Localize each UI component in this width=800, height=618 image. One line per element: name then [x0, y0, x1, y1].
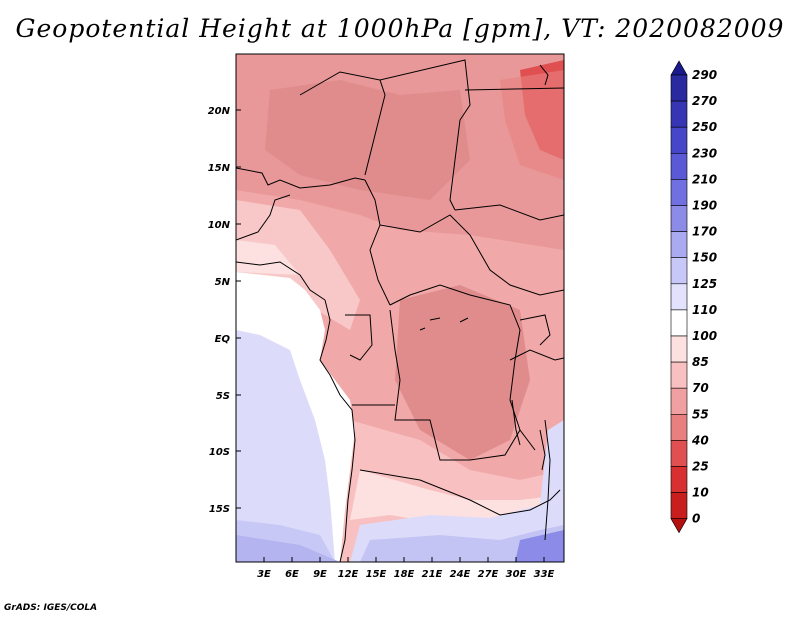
colorbar-swatch [670, 231, 688, 259]
border-lakes [509, 349, 564, 361]
colorbar-swatch [670, 205, 688, 232]
colorbar-label: 100 [692, 329, 717, 343]
colorbar-label: 40 [691, 433, 709, 447]
colorbar-swatch [670, 335, 688, 363]
field-west-pale [236, 240, 300, 275]
lon-label-21e: 21E [422, 569, 443, 580]
colorbar-swatch [670, 413, 688, 441]
colorbar-swatch [670, 309, 688, 337]
colorbar-swatch [670, 74, 688, 102]
border-drc-south [389, 309, 521, 461]
lat-axis: 20N 15N 10N 5N EQ 5S 10S 15S [208, 106, 241, 515]
map-field [236, 54, 564, 562]
border-car [379, 214, 564, 296]
lat-label-eq: EQ [215, 334, 231, 345]
colorbar-label: 10 [692, 486, 709, 500]
field-sahara [265, 80, 470, 200]
border-mozambique [544, 419, 551, 541]
coast-guinea [236, 261, 326, 301]
ocean-blue [236, 330, 335, 562]
lat-label-20n: 20N [208, 106, 231, 117]
colorbar-label: 0 [692, 512, 700, 526]
boundaries [236, 59, 564, 562]
colorbar-label: 25 [692, 460, 709, 474]
ocean-blue-deeper [236, 535, 340, 562]
lat-label-15s: 15S [209, 504, 230, 515]
field-ne-halo [500, 70, 564, 180]
lon-label-12e: 12E [338, 569, 359, 580]
colorbar-cap-top [670, 60, 688, 76]
lon-label-3e: 3E [257, 569, 271, 580]
colorbar-swatch [670, 100, 688, 128]
colorbar-swatch [670, 153, 688, 180]
lake-victoria [519, 314, 551, 346]
lon-label-15e: 15E [366, 569, 387, 580]
map-frame [235, 53, 565, 563]
coast-west-africa [319, 299, 356, 562]
border-sudan [454, 204, 564, 221]
border-chad-libya [379, 59, 471, 211]
colorbar-label: 290 [692, 68, 717, 82]
colorbar-swatch [670, 257, 688, 285]
border-egypt-sudan [464, 87, 564, 91]
colorbar-label: 150 [692, 251, 717, 265]
credit-label: GrADS: IGES/COLA [4, 603, 98, 613]
east-blue [540, 420, 564, 505]
colorbar-swatch [670, 283, 688, 311]
colorbar-label: 230 [692, 146, 717, 160]
border-sahel [236, 167, 366, 189]
river-marks [419, 317, 469, 331]
colorbar-label: 85 [692, 355, 709, 369]
lat-label-15n: 15N [208, 163, 231, 174]
colorbar-swatch [670, 179, 688, 206]
lon-label-30e: 30E [506, 569, 527, 580]
lon-label-33e: 33E [534, 569, 555, 580]
colorbar-swatch [670, 361, 688, 389]
border-drc-east [389, 284, 536, 451]
colorbar-label: 125 [692, 277, 717, 291]
colorbar-swatch [670, 440, 688, 467]
lat-label-5n: 5N [215, 277, 231, 288]
lon-label-18e: 18E [394, 569, 415, 580]
border-gabon [345, 314, 373, 361]
border-angola-south [359, 469, 561, 516]
se-blue-deep [515, 530, 564, 562]
colorbar-label: 70 [692, 381, 709, 395]
colorbar-label: 250 [692, 120, 717, 134]
se-blue-mid [360, 525, 564, 562]
lon-axis: 3E 6E 9E 12E 15E 18E 21E 24E 27E 30E 33E [257, 557, 555, 580]
colorbar-label: 270 [692, 94, 717, 108]
colorbar-label: 110 [692, 303, 717, 317]
colorbar-label: 210 [692, 172, 717, 186]
lon-label-24e: 24E [450, 569, 471, 580]
lat-label-5s: 5S [216, 391, 230, 402]
field-congo [395, 285, 530, 460]
lat-label-10n: 10N [208, 220, 231, 231]
colorbar-cap-bottom [670, 518, 688, 534]
lake-malawi [539, 429, 546, 471]
lon-label-27e: 27E [478, 569, 499, 580]
colorbar-swatch [670, 387, 688, 415]
border-west [236, 194, 291, 241]
coast-red-sea [539, 64, 549, 86]
border-cameroon-nigeria [364, 179, 391, 306]
chart-title: Geopotential Height at 1000hPa [gpm], VT… [15, 14, 785, 43]
colorbar-swatch [670, 466, 688, 493]
colorbar-swatch [670, 126, 688, 154]
colorbar-label: 55 [692, 407, 709, 421]
lake-tanganyika [511, 399, 521, 446]
colorbar-swatch [670, 492, 688, 520]
lat-label-10s: 10S [209, 447, 230, 458]
field-south-pale [350, 470, 564, 525]
colorbar-label: 170 [692, 225, 717, 239]
lon-label-9e: 9E [313, 569, 327, 580]
colorbar: 2902702502302101901701501251101008570554… [670, 60, 717, 534]
field-west-light [236, 200, 360, 330]
colorbar-label: 190 [692, 199, 717, 213]
lon-label-6e: 6E [285, 569, 299, 580]
